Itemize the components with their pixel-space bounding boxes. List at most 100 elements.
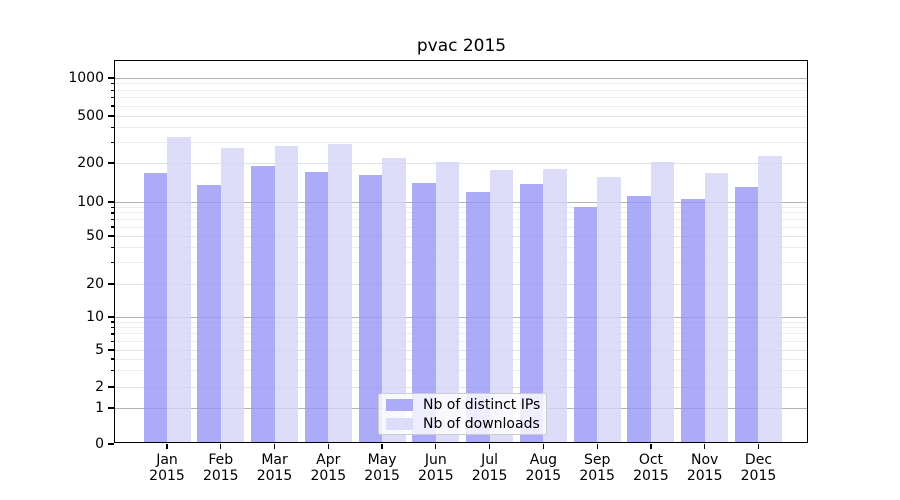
gridline-minor — [115, 333, 808, 335]
legend-label: Nb of distinct IPs — [423, 396, 541, 413]
y-axis-minor-tick — [111, 212, 114, 214]
x-tick-label: Dec 2015 — [723, 452, 793, 484]
bar-distinct-ips-feb — [197, 184, 221, 443]
x-axis-tick — [166, 444, 168, 449]
x-axis-tick — [489, 444, 491, 449]
gridline — [115, 235, 808, 237]
bar-distinct-ips-dec — [734, 186, 759, 443]
x-axis-tick — [327, 444, 329, 449]
x-tick-year: 2015 — [364, 468, 400, 484]
x-axis-tick — [650, 444, 652, 449]
x-tick-month: Apr — [316, 452, 341, 468]
x-axis-tick — [273, 444, 276, 449]
y-axis-tick — [108, 283, 114, 285]
x-tick-month: May — [367, 452, 397, 468]
bar-distinct-ips-oct — [627, 196, 651, 443]
x-tick-label: Jun 2015 — [401, 452, 471, 484]
x-tick-year: 2015 — [633, 468, 669, 484]
x-tick-month: Feb — [208, 452, 234, 468]
x-tick-label: May 2015 — [347, 452, 417, 484]
legend-swatch-downloads — [386, 417, 413, 430]
x-axis-tick — [542, 444, 544, 449]
x-tick-month: Mar — [261, 452, 288, 468]
y-axis-minor-tick — [111, 358, 114, 360]
gridline-minor — [115, 247, 808, 249]
x-tick-label: Jan 2015 — [132, 452, 202, 484]
y-tick-label: 1 — [95, 400, 104, 416]
legend-swatch-distinct-ips — [386, 398, 413, 411]
y-axis-tick — [108, 162, 114, 164]
gridline-minor — [115, 262, 808, 264]
bar-downloads-aug — [543, 168, 567, 443]
gridline-minor — [115, 97, 808, 99]
y-axis-tick — [108, 443, 114, 445]
x-tick-month: Jun — [424, 452, 447, 468]
legend-item: Nb of downloads — [386, 415, 540, 432]
y-tick-label: 20 — [86, 276, 104, 292]
x-tick-year: 2015 — [686, 468, 723, 484]
gridline-major — [115, 316, 808, 318]
x-tick-label: Apr 2015 — [293, 452, 363, 484]
x-tick-label: Aug 2015 — [508, 452, 578, 484]
bar-downloads-feb — [220, 147, 245, 443]
bar-downloads-jan — [167, 136, 191, 443]
x-axis-tick — [381, 444, 383, 449]
bar-distinct-ips-jun — [412, 183, 436, 443]
x-tick-month: Dec — [744, 452, 773, 468]
x-tick-month: Aug — [529, 452, 558, 468]
x-tick-year: 2015 — [310, 468, 347, 484]
gridline-minor — [115, 105, 808, 107]
y-axis-tick — [108, 316, 114, 318]
bar-downloads-mar — [274, 146, 299, 443]
legend-item: Nb of distinct IPs — [386, 396, 541, 413]
gridline-minor — [115, 226, 808, 228]
y-axis-minor-tick — [111, 262, 114, 264]
gridline — [115, 386, 808, 388]
x-tick-label: Oct 2015 — [616, 452, 686, 484]
y-axis-minor-tick — [111, 141, 114, 143]
x-axis-tick — [220, 444, 222, 449]
y-tick-label: 1000 — [68, 70, 104, 86]
bar-downloads-sep — [597, 176, 621, 443]
x-axis-tick — [757, 444, 760, 449]
bar-distinct-ips-jul — [466, 191, 490, 443]
y-axis-tick — [108, 77, 114, 79]
y-tick-label: 50 — [86, 228, 104, 244]
x-tick-month: Jul — [481, 452, 499, 468]
y-axis-tick — [108, 349, 114, 351]
y-axis-tick — [108, 235, 114, 237]
x-tick-year: 2015 — [579, 468, 615, 484]
x-tick-label: Jul 2015 — [455, 452, 525, 484]
gridline-minor — [115, 212, 808, 214]
bar-distinct-ips-nov — [681, 199, 705, 443]
bar-downloads-nov — [704, 173, 729, 443]
chart-title: pvac 2015 — [416, 36, 507, 56]
legend-label: Nb of downloads — [423, 415, 540, 432]
y-axis-minor-tick — [111, 83, 114, 85]
bar-distinct-ips-mar — [251, 166, 275, 443]
y-tick-label: 0 — [95, 436, 104, 452]
x-tick-year: 2015 — [740, 468, 777, 484]
y-axis-minor-tick — [111, 327, 114, 329]
x-tick-month: Nov — [691, 452, 719, 468]
y-axis-minor-tick — [111, 226, 114, 228]
y-axis-tick — [108, 201, 114, 203]
x-axis-tick — [435, 444, 437, 449]
gridline-major — [115, 201, 808, 203]
x-tick-month: Sep — [583, 452, 611, 468]
gridline-minor — [115, 83, 808, 85]
gridline-minor — [115, 321, 808, 323]
y-tick-label: 5 — [95, 342, 104, 358]
gridline — [115, 349, 808, 351]
bar-distinct-ips-may — [358, 174, 383, 443]
x-axis-tick — [704, 444, 706, 449]
y-axis-minor-tick — [111, 105, 114, 107]
gridline-minor — [115, 126, 808, 128]
gridline-minor — [115, 327, 808, 329]
bar-distinct-ips-sep — [573, 207, 598, 443]
x-tick-year: 2015 — [202, 468, 239, 484]
y-axis-minor-tick — [111, 340, 114, 342]
x-tick-label: Mar 2015 — [240, 452, 310, 484]
y-tick-label: 10 — [86, 309, 104, 325]
